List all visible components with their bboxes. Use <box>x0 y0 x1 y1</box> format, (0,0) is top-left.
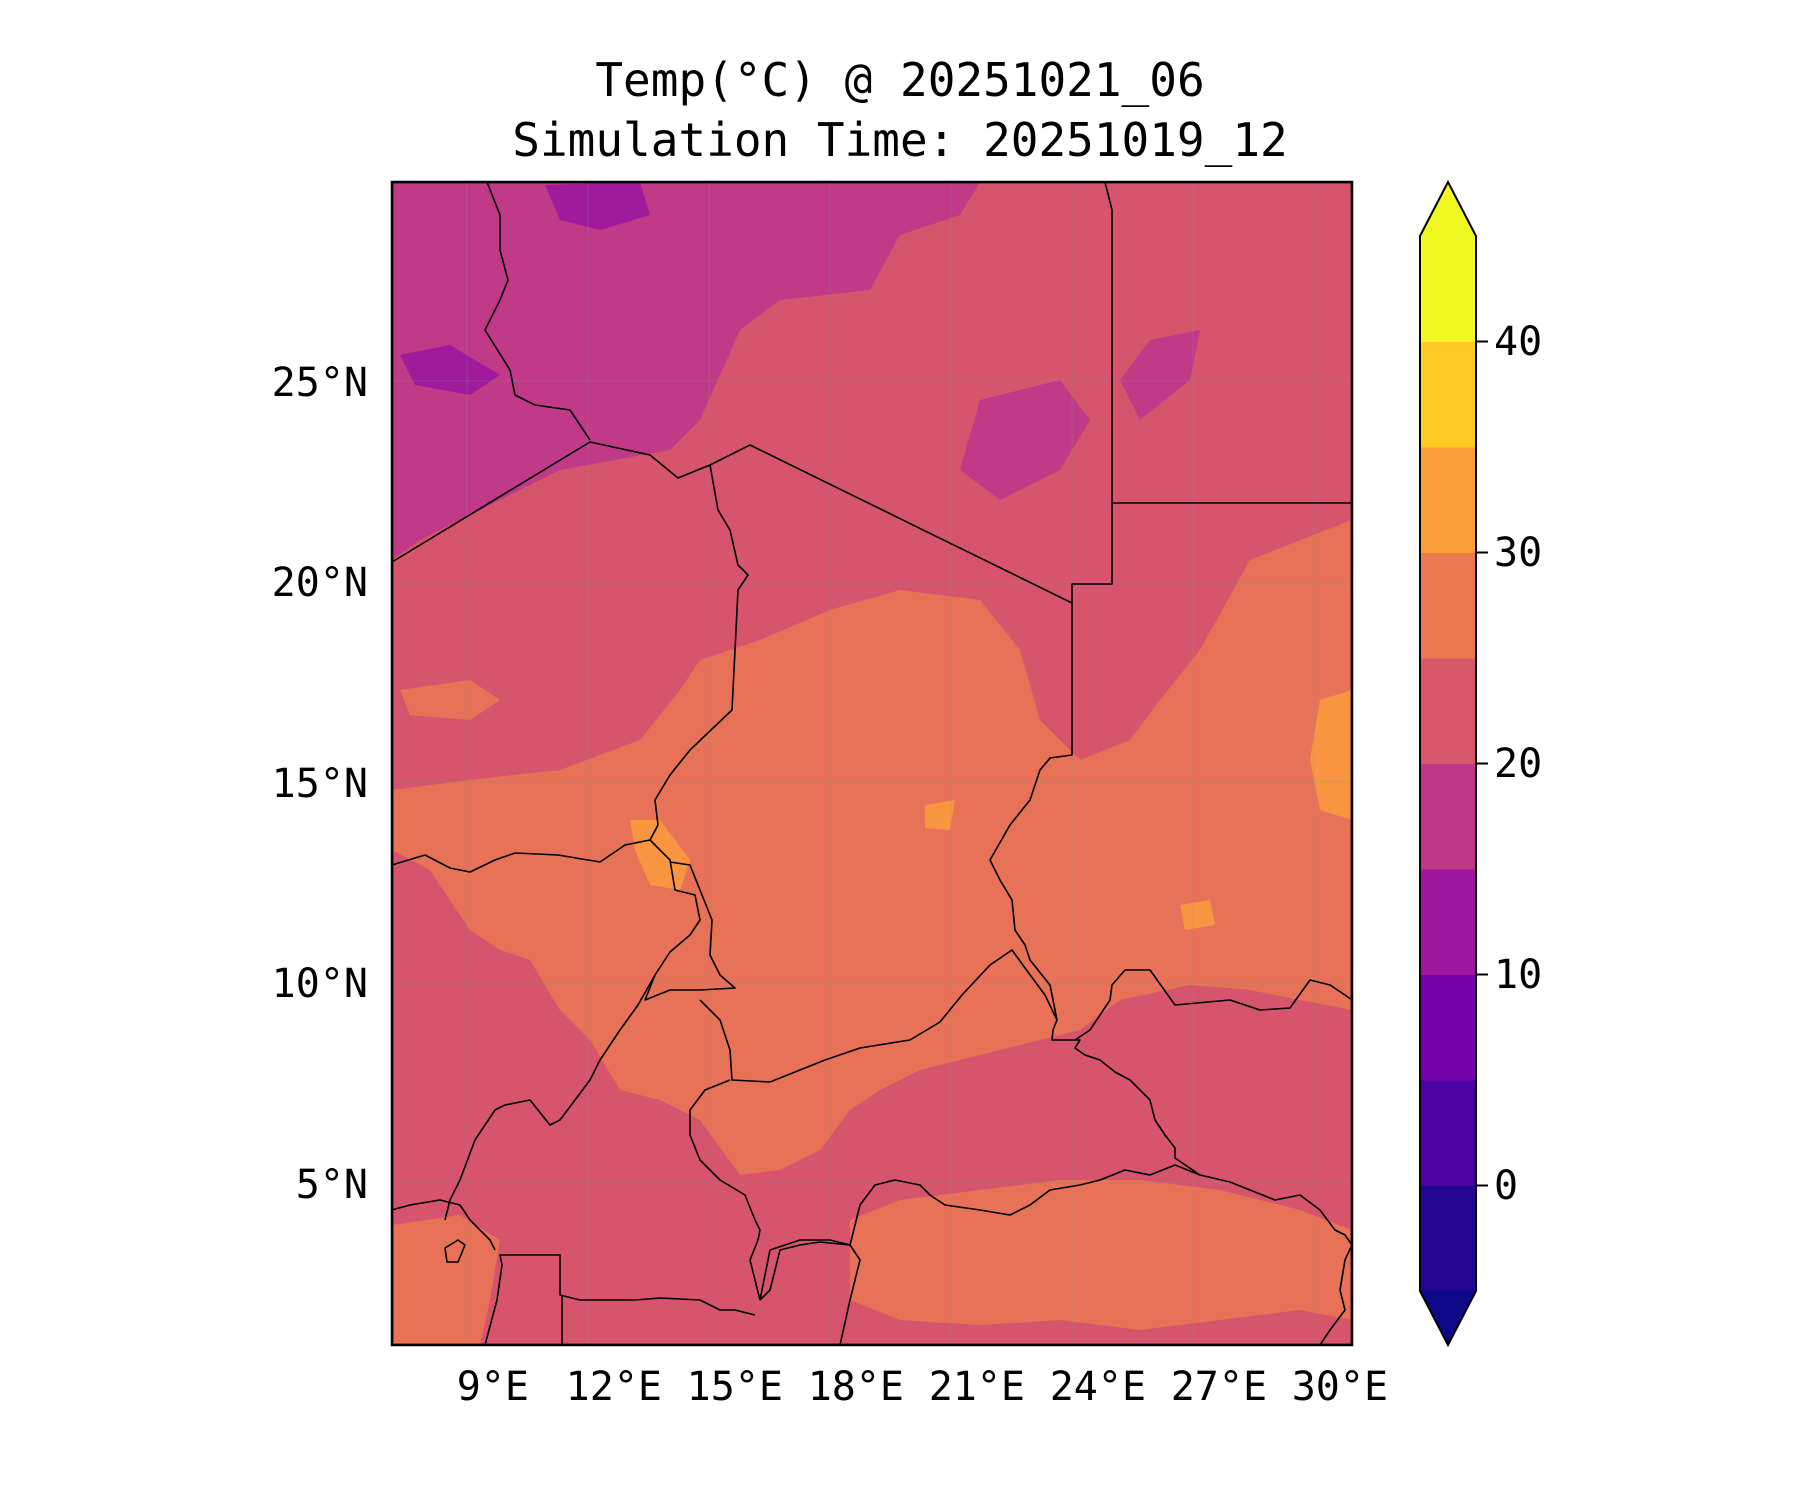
graticule <box>392 182 1352 1345</box>
colorbar-over-triangle <box>1420 182 1476 236</box>
border-libya-egypt-sudan <box>989 182 1113 1031</box>
field-region-10-15-b <box>400 345 500 395</box>
colorbar-segment <box>1420 341 1476 448</box>
plot-title-line1: Temp(°C) @ 20251021_06 <box>595 53 1205 107</box>
border-cameroon-gabon-eq-guinea <box>484 1254 756 1345</box>
colorbar-segment <box>1420 763 1476 870</box>
border-chad-car <box>699 949 1058 1083</box>
field-region-25-30-southwest <box>392 1215 500 1345</box>
colorbar-segment <box>1420 974 1476 1081</box>
colorbar-segment <box>1420 1080 1476 1186</box>
border-congo-drc <box>759 1241 861 1345</box>
colorbar-segment <box>1420 869 1476 975</box>
field-region-30-35-east <box>1310 690 1352 820</box>
lat-tick-label: 5°N <box>295 1161 368 1208</box>
colorbar-ticks <box>1476 340 1488 1187</box>
colorbar-segment <box>1420 1185 1476 1292</box>
colorbar-outline <box>1419 179 1477 1348</box>
field-region-15-20-east <box>1120 330 1200 420</box>
colorbar-tick-label: 40 <box>1494 318 1543 365</box>
lat-tick-label: 10°N <box>271 961 368 1008</box>
colorbar-segment <box>1420 236 1476 342</box>
colorbar-segment <box>1420 658 1476 764</box>
colorbar-tick-label: 0 <box>1494 1162 1519 1209</box>
border-car-south-sudan <box>1051 1029 1201 1176</box>
map-border <box>390 180 1354 1347</box>
plot-title-line2: Simulation Time: 20251019_12 <box>512 113 1288 167</box>
lat-tick-label: 25°N <box>271 359 368 406</box>
colorbar-segment <box>1420 447 1476 553</box>
colorbar-under-triangle <box>1420 1291 1476 1345</box>
field-region-30-35-south-sudan <box>1180 900 1215 930</box>
field-region-10-15-a <box>545 182 650 230</box>
field-region-25-30-west-blob <box>400 680 500 720</box>
lon-tick-label: 27°E <box>1170 1364 1268 1410</box>
field-region-30-35-chad <box>925 800 955 830</box>
lat-tick-label: 20°N <box>271 560 368 607</box>
border-car-drc <box>759 1164 1352 1301</box>
lat-tick-label: 15°N <box>271 760 368 807</box>
field-region-25-30-central <box>392 520 1352 1175</box>
field-region-15-20-north <box>392 182 980 560</box>
border-niger-north <box>392 441 1073 604</box>
colorbar-segment <box>1420 552 1476 659</box>
field-region-15-20-northeast <box>960 380 1090 500</box>
lon-tick-label: 9°E <box>456 1364 529 1410</box>
lon-tick-label: 24°E <box>1049 1364 1147 1410</box>
border-niger-chad <box>654 464 749 826</box>
border-chad-cameroon <box>644 839 736 1001</box>
colorbar <box>1419 179 1477 1348</box>
lon-tick-label: 15°E <box>686 1364 783 1410</box>
colorbar-tick-label: 30 <box>1494 529 1543 576</box>
border-niger-nigeria <box>392 824 659 873</box>
lon-tick-label: 18°E <box>807 1364 905 1410</box>
lon-tick-label: 30°E <box>1291 1364 1389 1410</box>
temperature-field <box>392 182 1352 1345</box>
border-nigeria-cameroon <box>444 974 656 1221</box>
colorbar-tick-label: 10 <box>1494 951 1543 998</box>
lon-tick-label: 12°E <box>565 1364 662 1410</box>
border-drc-uganda <box>1319 1244 1352 1345</box>
coast-bioko-island <box>444 1239 466 1263</box>
border-car-cameroon-congo <box>689 1079 761 1301</box>
field-region-25-30-south <box>850 1180 1352 1330</box>
colorbar-tick-label: 20 <box>1494 740 1543 787</box>
coastline-gulf-of-guinea <box>392 1199 496 1251</box>
field-region-30-35-lake-chad <box>630 820 690 890</box>
border-sudan-south-sudan <box>1074 969 1352 1041</box>
country-borders <box>392 182 1352 1345</box>
lon-tick-label: 21°E <box>928 1364 1026 1410</box>
border-algeria-libya <box>484 182 591 441</box>
